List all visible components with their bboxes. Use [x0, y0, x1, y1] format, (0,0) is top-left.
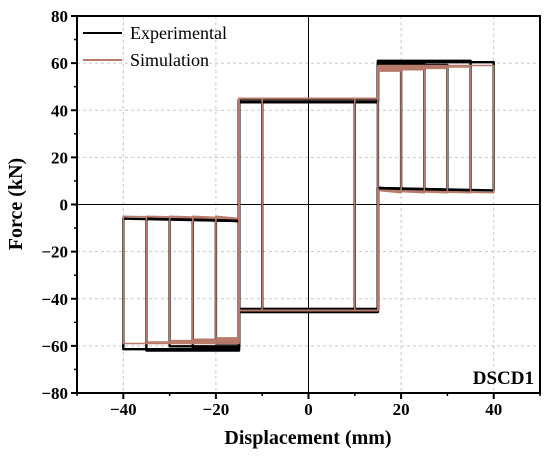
- y-tick-label: 80: [51, 7, 68, 26]
- x-tick-label: 40: [485, 400, 502, 419]
- x-tick-label: −40: [110, 400, 137, 419]
- y-tick-label: −40: [41, 290, 68, 309]
- y-axis: −80 −60 −40 −20 0 20 40 60 80: [41, 7, 77, 403]
- series-simulation: [122, 64, 495, 345]
- x-tick-label: −20: [203, 400, 230, 419]
- legend-label-simulation: Simulation: [130, 50, 209, 70]
- loop-simulation-40: [122, 64, 495, 345]
- legend: Experimental Simulation: [83, 23, 227, 70]
- y-tick-label: 20: [51, 148, 68, 167]
- x-tick-label: 20: [393, 400, 410, 419]
- y-tick-label: 40: [51, 101, 68, 120]
- y-tick-label: 0: [60, 196, 69, 215]
- x-axis-title: Displacement (mm): [224, 427, 391, 449]
- y-tick-label: 60: [51, 54, 68, 73]
- specimen-label: DSCD1: [473, 368, 534, 389]
- zero-lines: [77, 16, 540, 393]
- y-tick-label: −80: [41, 384, 68, 403]
- legend-label-experimental: Experimental: [130, 23, 227, 43]
- series-layer: [122, 59, 495, 352]
- y-axis-title: Force (kN): [5, 158, 27, 250]
- y-tick-label: −60: [41, 337, 68, 356]
- x-axis: −40 −20 0 20 40: [76, 393, 541, 419]
- y-tick-label: −20: [41, 243, 68, 262]
- x-tick-label: 0: [304, 400, 313, 419]
